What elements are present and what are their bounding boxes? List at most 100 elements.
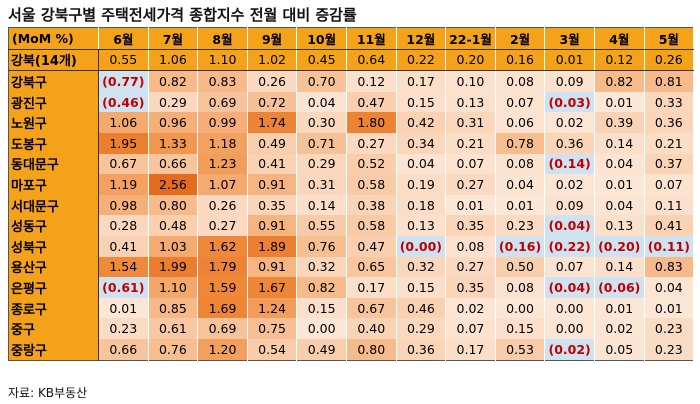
table-row: 서대문구 0.98 0.80 0.26 0.35 0.14 0.38 0.18 0.01 0.01… (8, 194, 695, 216)
row-label: 도봉구 (8, 132, 99, 154)
table-cell: 0.22 (396, 49, 447, 72)
table-row: 은평구 (0.61) 1.10 1.59 1.67 0.82 0.17 0.15 0.35 0.0… (8, 277, 695, 298)
col-header: 22-1월 (445, 27, 496, 50)
table-cell: 0.80 (346, 338, 397, 360)
table-cell: 0.07 (445, 153, 496, 175)
table-cell: 0.04 (594, 153, 645, 175)
table-cell: 0.00 (296, 318, 347, 339)
table-cell: 0.35 (247, 194, 298, 216)
table-cell: 0.19 (396, 174, 447, 195)
table-cell: 0.14 (594, 132, 645, 154)
table-cell: 0.15 (396, 277, 447, 298)
table-cell: (0.61) (98, 277, 149, 298)
table-cell: 0.41 (644, 215, 695, 236)
table-cell: 0.28 (98, 215, 149, 236)
table-cell: 0.23 (495, 215, 546, 236)
table-cell: 0.29 (396, 318, 447, 339)
table-cell: 1.20 (197, 338, 248, 360)
table-cell: 0.07 (644, 174, 695, 195)
table-cell: 0.00 (495, 297, 546, 319)
table-cell: 0.17 (346, 277, 397, 298)
table-cell: 0.40 (346, 318, 397, 339)
table-cell: 0.09 (544, 70, 595, 92)
table-cell: 1.59 (197, 277, 248, 298)
table-cell: 0.20 (445, 49, 496, 72)
table-cell: 0.41 (247, 153, 298, 175)
col-header: 12월 (396, 27, 447, 50)
table-cell: 0.61 (148, 318, 199, 339)
table-cell: 0.23 (644, 338, 695, 360)
col-header: 11월 (346, 27, 397, 50)
col-header: 5월 (644, 27, 695, 50)
table-cell: 0.04 (594, 194, 645, 216)
table-cell: 0.83 (644, 256, 695, 278)
table-cell: (0.04) (544, 277, 595, 298)
table-row: 종로구 0.01 0.85 1.69 1.24 0.15 0.67 0.46 0.02 0.00 0… (8, 297, 695, 319)
table-row: 중구 0.23 0.61 0.69 0.75 0.00 0.40 0.29 0.07 0.15 0.… (8, 318, 695, 339)
table-cell: 0.08 (495, 70, 546, 92)
corner-label: (MoM %) (8, 27, 99, 50)
table-cell: 0.10 (445, 70, 496, 92)
source-note: 자료: KB부동산 (8, 386, 88, 400)
table-cell: 0.27 (445, 256, 496, 278)
table-cell: (0.46) (98, 91, 149, 113)
row-label: 성북구 (8, 235, 99, 257)
table-cell: 0.80 (148, 194, 199, 216)
table-cell: 0.67 (346, 297, 397, 319)
table-cell: (0.77) (98, 70, 149, 92)
table-cell: 0.91 (247, 256, 298, 278)
table-cell: 0.55 (296, 215, 347, 236)
table-cell: 0.04 (644, 277, 695, 298)
table-cell: 0.09 (544, 194, 595, 216)
table-cell: (0.00) (396, 235, 447, 257)
table-cell: 0.99 (197, 112, 248, 133)
table-cell: 1.07 (197, 174, 248, 195)
table-cell: 1.19 (98, 174, 149, 195)
table-cell: 0.14 (296, 194, 347, 216)
table-cell: 0.13 (396, 215, 447, 236)
table-cell: 0.96 (148, 112, 199, 133)
table-cell: 0.46 (396, 297, 447, 319)
table-row: 마포구 1.19 2.56 1.07 0.91 0.31 0.58 0.19 0.27 0.04 0… (8, 174, 695, 195)
table-row: 중랑구 0.66 0.76 1.20 0.54 0.49 0.80 0.36 0.17 0.53(… (8, 338, 695, 360)
table-cell: 0.36 (644, 112, 695, 133)
table-cell: 0.27 (445, 174, 496, 195)
table-cell: 0.17 (396, 70, 447, 92)
table-cell: 0.23 (644, 318, 695, 339)
header-row: (MoM %) 6월 7월 8월 9월 10월 11월 12월 22-1월 2월… (8, 27, 695, 50)
table-cell: 0.15 (296, 297, 347, 319)
table-cell: 0.08 (495, 277, 546, 298)
row-label: 성동구 (8, 215, 99, 236)
table-cell: 0.01 (594, 91, 645, 113)
col-header: 8월 (197, 27, 248, 50)
table-cell: 1.23 (197, 153, 248, 175)
table-cell: 0.72 (247, 91, 298, 113)
row-label: 용산구 (8, 256, 99, 278)
table-cell: 0.35 (445, 277, 496, 298)
table-cell: (0.22) (544, 235, 595, 257)
table-cell: 0.12 (594, 49, 645, 72)
table-cell: 0.11 (644, 194, 695, 216)
table-cell: 0.42 (396, 112, 447, 133)
table-cell: 0.82 (594, 70, 645, 92)
table-cell: 1.10 (148, 277, 199, 298)
col-header: 6월 (98, 27, 149, 50)
table-cell: (0.03) (544, 91, 595, 113)
col-header: 3월 (544, 27, 595, 50)
table-cell: 0.64 (346, 49, 397, 72)
table-cell: 0.58 (346, 174, 397, 195)
row-label: 은평구 (8, 277, 99, 298)
table-cell: 1.80 (346, 112, 397, 133)
table-cell: 0.67 (98, 153, 149, 175)
table-cell: 0.29 (296, 153, 347, 175)
table-cell: 0.66 (98, 338, 149, 360)
col-header: 4월 (594, 27, 645, 50)
table-cell: 1.74 (247, 112, 298, 133)
table-row: 도봉구 1.95 1.33 1.18 0.49 0.71 0.27 0.34 0.21 0.78 0… (8, 132, 695, 154)
table-cell: 0.01 (594, 297, 645, 319)
table-cell: 0.14 (594, 256, 645, 278)
table-cell: 0.91 (247, 174, 298, 195)
table-cell: 1.62 (197, 235, 248, 257)
table-cell: 0.01 (594, 174, 645, 195)
table-cell: 0.65 (346, 256, 397, 278)
